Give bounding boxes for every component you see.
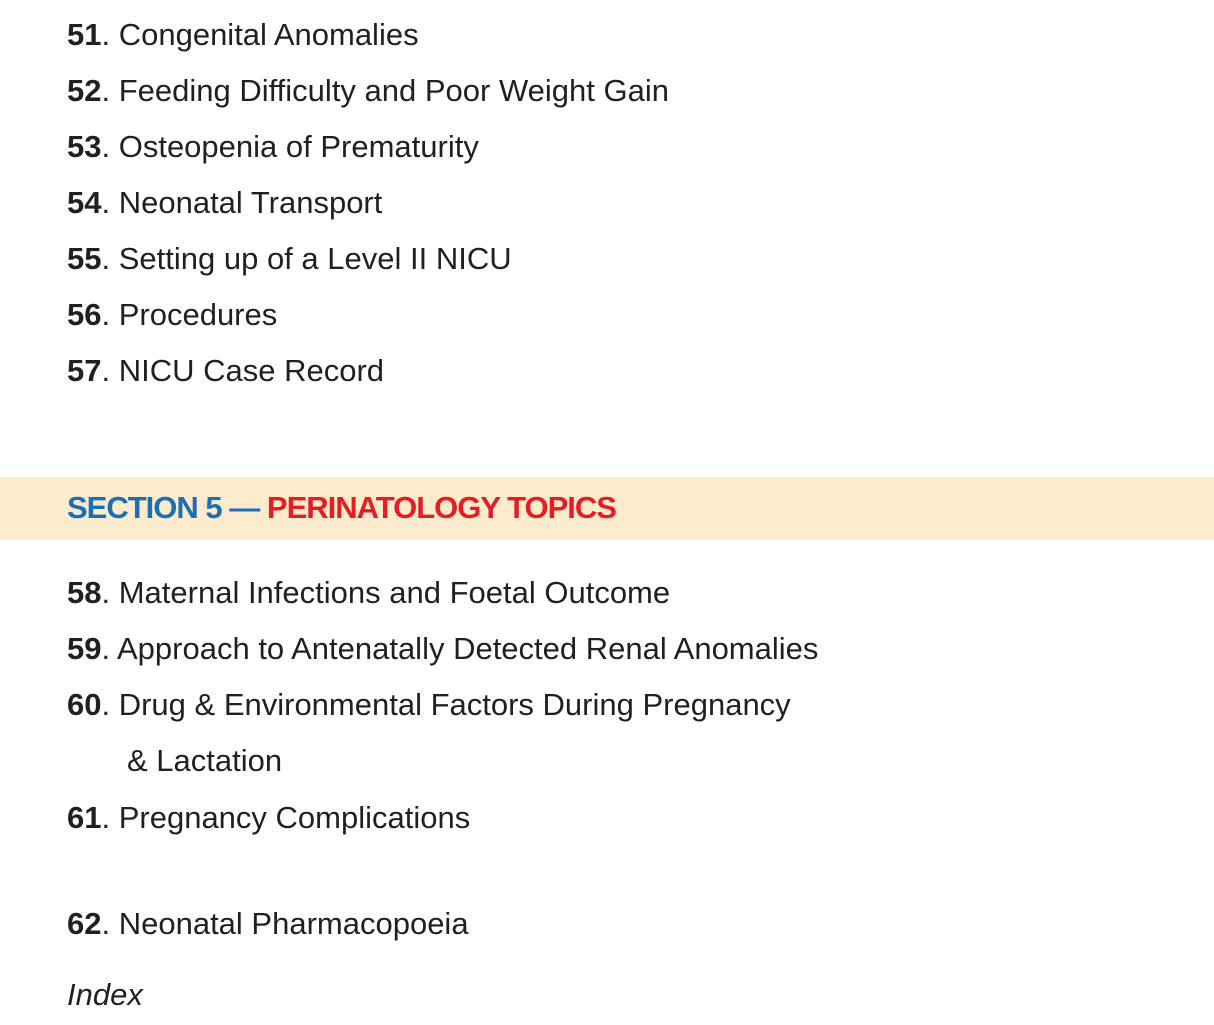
section-label: SECTION 5 — [67, 490, 260, 525]
item-title: Osteopenia of Prematurity [118, 129, 479, 164]
item-title: Neonatal Pharmacopoeia [118, 906, 469, 941]
index-entry: Index [67, 977, 143, 1012]
section-band [0, 477, 1214, 540]
item-title: Pregnancy Complications [118, 800, 471, 835]
toc-item: 59. Approach to Antenatally Detected Ren… [67, 631, 819, 666]
item-number: 58 [67, 575, 102, 610]
toc-item: 52. Feeding Difficulty and Poor Weight G… [67, 73, 669, 108]
toc-item: 51. Congenital Anomalies [67, 17, 419, 52]
item-title: NICU Case Record [118, 353, 385, 388]
item-number: 61 [67, 800, 102, 835]
item-title: Approach to Antenatally Detected Renal A… [117, 631, 819, 666]
item-title: Neonatal Transport [118, 185, 383, 220]
toc-item: 58. Maternal Infections and Foetal Outco… [67, 575, 671, 610]
item-title: Maternal Infections and Foetal Outcome [118, 575, 671, 610]
item-number: 56 [67, 297, 102, 332]
item-number: 53 [67, 129, 102, 164]
toc-item: 53. Osteopenia of Prematurity [67, 129, 479, 164]
item-number: 55 [67, 241, 102, 276]
toc-item: 56. Procedures [67, 297, 278, 332]
toc-item: 54. Neonatal Transport [67, 185, 383, 220]
section-title: PERINATOLOGY TOPICS [266, 490, 617, 525]
toc-item: 61. Pregnancy Complications [67, 800, 471, 835]
item-title: Congenital Anomalies [118, 17, 419, 52]
toc-item: 60. Drug & Environmental Factors During … [67, 687, 791, 722]
section-heading: SECTION 5 — PERINATOLOGY TOPICS [67, 488, 617, 528]
item-number: 62 [67, 906, 102, 941]
item-title: Drug & Environmental Factors During Preg… [118, 687, 791, 722]
toc-item-continuation: & Lactation [127, 743, 283, 778]
item-number: 59 [67, 631, 102, 666]
item-number: 54 [67, 185, 102, 220]
item-title: Setting up of a Level II NICU [118, 241, 512, 276]
toc-item: 55. Setting up of a Level II NICU [67, 241, 512, 276]
toc-item: 57. NICU Case Record [67, 353, 385, 388]
item-number: 60 [67, 687, 102, 722]
item-title: Procedures [118, 297, 278, 332]
item-number: 57 [67, 353, 102, 388]
item-title: Feeding Difficulty and Poor Weight Gain [118, 73, 669, 108]
toc-item: 62. Neonatal Pharmacopoeia [67, 906, 469, 941]
item-number: 52 [67, 73, 102, 108]
item-number: 51 [67, 17, 102, 52]
